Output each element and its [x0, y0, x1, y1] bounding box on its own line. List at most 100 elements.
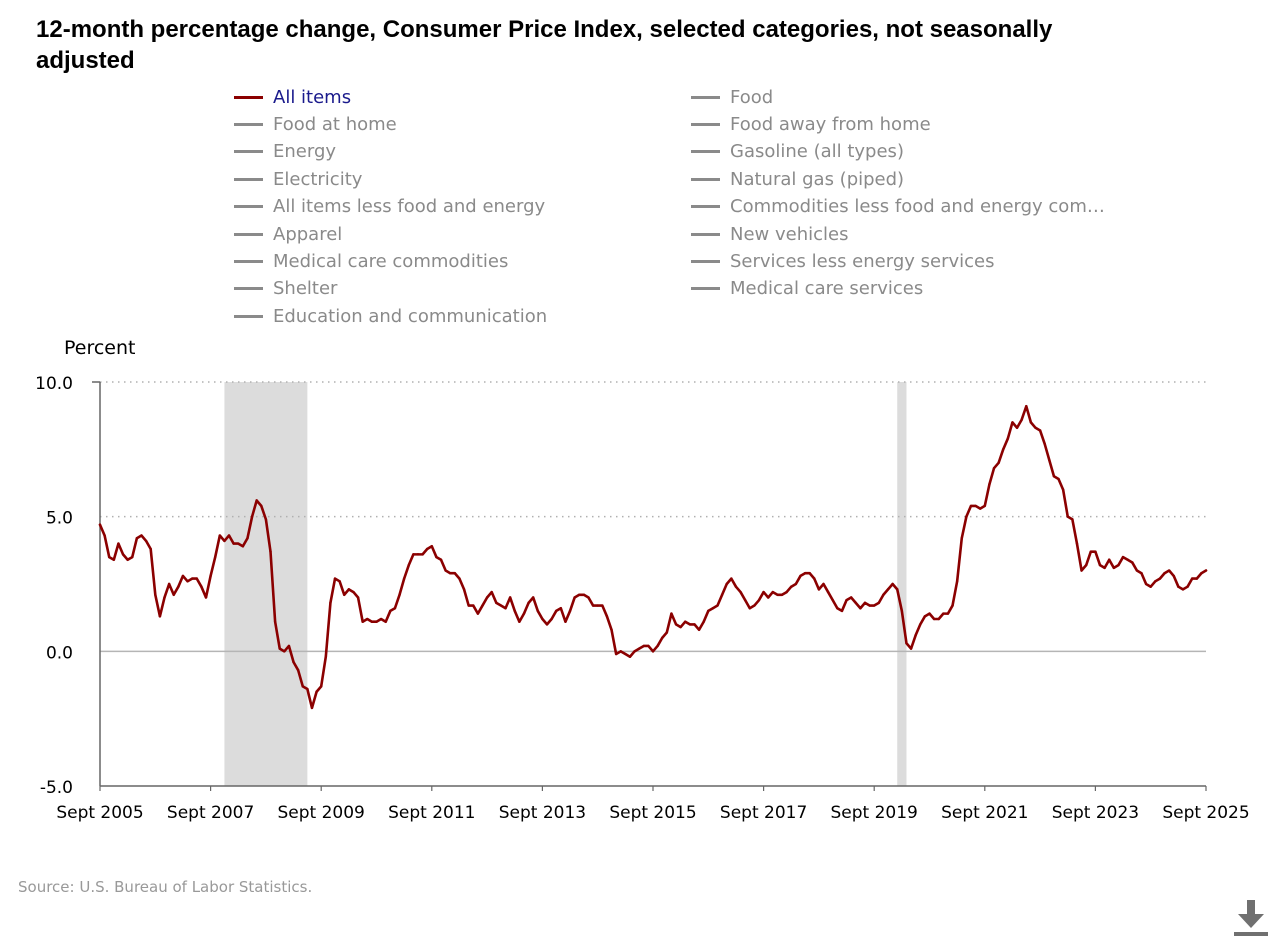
data-point — [1029, 421, 1033, 424]
legend-item-shelter[interactable]: Shelter — [234, 276, 337, 302]
data-point — [896, 588, 899, 591]
data-point — [628, 655, 632, 658]
data-point — [310, 706, 314, 710]
data-point — [619, 650, 622, 653]
data-point — [882, 593, 885, 596]
legend-item-medical-care-services[interactable]: Medical care services — [691, 276, 923, 302]
legend-swatch — [691, 177, 720, 181]
data-point — [960, 537, 963, 540]
legend-label: Medical care commodities — [273, 250, 509, 272]
legend-item-energy[interactable]: Energy — [234, 139, 336, 165]
data-point — [900, 609, 904, 613]
data-point — [237, 542, 240, 545]
data-point — [836, 607, 839, 610]
data-point — [541, 617, 544, 621]
legend-swatch — [691, 232, 720, 236]
data-point — [1043, 442, 1046, 446]
data-point — [877, 601, 881, 605]
data-point — [978, 507, 982, 510]
legend-swatch — [691, 95, 720, 99]
data-point — [287, 644, 291, 648]
legend-item-food-at-home[interactable]: Food at home — [234, 111, 397, 137]
legend-swatch — [234, 177, 263, 181]
data-point — [278, 647, 281, 650]
data-point — [158, 615, 162, 618]
legend-item-medical-care-commodities[interactable]: Medical care commodities — [234, 248, 508, 274]
legend-item-commodities-less-food-and-energy-com[interactable]: Commodities less food and energy com… — [691, 194, 1105, 220]
data-point — [651, 650, 655, 653]
download-button[interactable] — [1232, 898, 1270, 938]
data-point — [983, 504, 986, 508]
data-point — [909, 647, 913, 650]
data-point — [863, 601, 867, 605]
data-point — [693, 623, 696, 626]
y-tick-label: 5.0 — [46, 509, 73, 529]
data-point — [767, 596, 770, 599]
legend-item-education-and-communication[interactable]: Education and communication — [234, 303, 547, 329]
data-point — [499, 604, 503, 607]
data-point — [605, 615, 609, 618]
y-tick-label: 10.0 — [35, 374, 73, 394]
data-point — [794, 582, 798, 586]
data-point — [808, 572, 811, 575]
data-point — [555, 609, 558, 613]
data-point — [250, 515, 254, 518]
data-point — [467, 604, 470, 607]
data-point — [799, 574, 802, 578]
download-icon — [1234, 900, 1268, 936]
data-point — [817, 588, 821, 591]
legend-item-gasoline-all-types[interactable]: Gasoline (all types) — [691, 139, 904, 165]
legend-label: Medical care services — [730, 278, 924, 300]
data-point — [495, 601, 498, 605]
data-point — [573, 596, 576, 599]
data-point — [347, 588, 351, 591]
data-point — [849, 596, 853, 599]
data-point — [472, 604, 475, 607]
data-point — [462, 588, 466, 591]
data-point — [1121, 555, 1125, 559]
data-point — [508, 596, 512, 599]
data-point — [98, 523, 102, 526]
data-point — [232, 542, 235, 545]
legend-item-natural-gas-piped[interactable]: Natural gas (piped) — [691, 166, 904, 192]
data-point — [1186, 585, 1189, 588]
legend-swatch — [691, 259, 720, 263]
data-point — [255, 499, 258, 502]
data-point — [518, 620, 521, 623]
data-point — [831, 598, 834, 602]
legend-item-new-vehicles[interactable]: New vehicles — [691, 221, 848, 247]
data-point — [301, 685, 304, 688]
data-point — [955, 580, 959, 583]
data-point — [1071, 518, 1074, 521]
data-point — [1015, 426, 1019, 429]
legend-item-electricity[interactable]: Electricity — [234, 166, 362, 192]
data-point — [633, 650, 636, 653]
legend-swatch — [234, 259, 263, 263]
data-point — [1154, 580, 1157, 583]
data-point — [1025, 405, 1028, 408]
data-point — [1020, 418, 1023, 421]
data-point — [375, 620, 378, 623]
legend-label: Commodities less food and energy com… — [730, 196, 1105, 218]
data-point — [822, 582, 825, 586]
x-tick-label: Sept 2017 — [720, 803, 807, 823]
data-point — [1075, 542, 1079, 545]
data-point — [578, 593, 581, 596]
legend-item-apparel[interactable]: Apparel — [234, 221, 342, 247]
legend-item-food-away-from-home[interactable]: Food away from home — [691, 111, 931, 137]
legend-item-services-less-energy-services[interactable]: Services less energy services — [691, 248, 994, 274]
legend-label: Food at home — [273, 113, 397, 135]
legend-item-all-items[interactable]: All items — [234, 84, 351, 110]
data-point — [720, 593, 724, 596]
data-point — [734, 585, 738, 588]
legend-item-food[interactable]: Food — [691, 84, 773, 110]
data-point — [1002, 448, 1005, 451]
data-point — [1094, 550, 1097, 553]
legend-item-all-items-less-food-and-energy[interactable]: All items less food and energy — [234, 194, 545, 220]
data-point — [1140, 572, 1143, 575]
data-point — [329, 601, 332, 605]
x-tick-label: Sept 2011 — [388, 803, 475, 823]
data-point — [402, 577, 406, 580]
x-tick-label: Sept 2013 — [499, 803, 586, 823]
data-point — [596, 604, 599, 607]
